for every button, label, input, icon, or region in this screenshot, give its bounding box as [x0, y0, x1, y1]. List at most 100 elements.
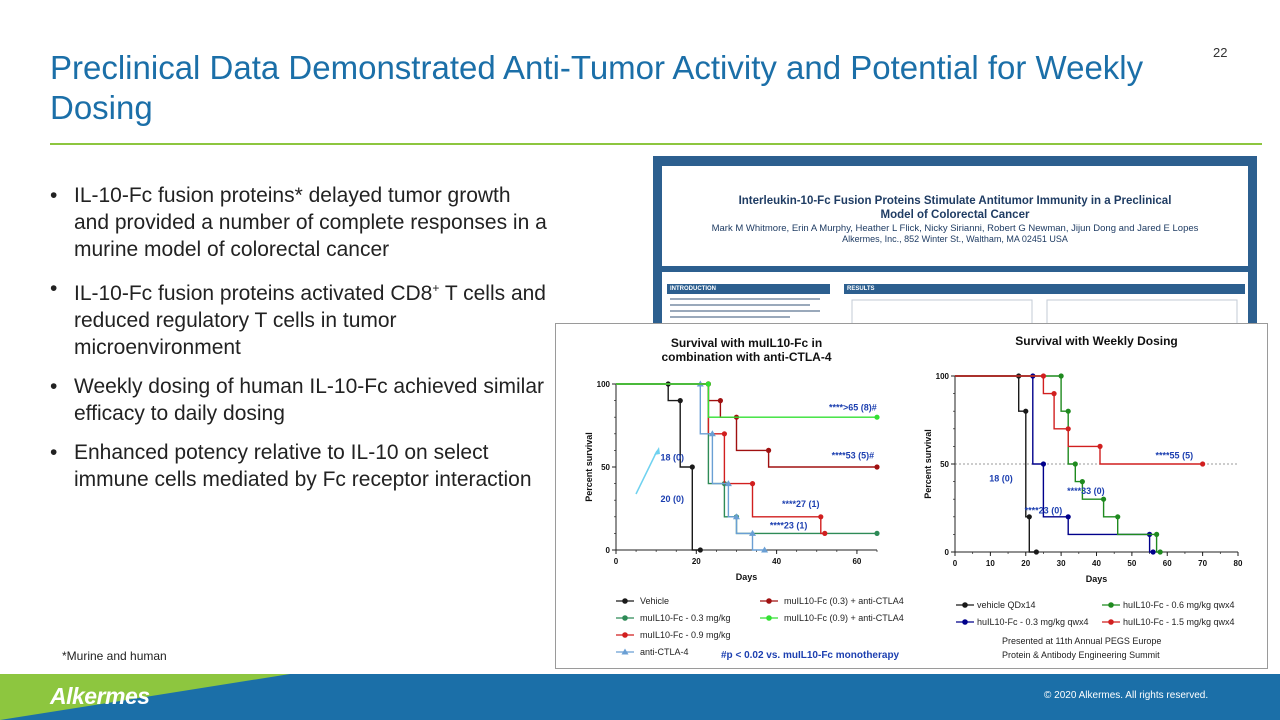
- footer-accent: [0, 674, 290, 720]
- bullet-item: Enhanced potency relative to IL-10 on se…: [48, 439, 548, 493]
- legend-item-hu15: huIL10-Fc - 1.5 mg/kg qwx4: [1102, 617, 1235, 627]
- series-point: [1023, 408, 1029, 414]
- series-point: [697, 547, 703, 553]
- series-point: [1200, 461, 1206, 467]
- series-point: [708, 430, 716, 437]
- series-point: [1040, 461, 1047, 467]
- y-tick-label: 50: [940, 460, 949, 469]
- legend-label: huIL10-Fc - 0.3 mg/kg qwx4: [977, 617, 1089, 627]
- series-point: [1072, 461, 1078, 467]
- poster-affiliation: Alkermes, Inc., 852 Winter St., Waltham,…: [842, 234, 1068, 244]
- survival-figure-panel: Survival with muIL10-Fc in combination wi…: [555, 323, 1268, 669]
- legend-item-hu06: huIL10-Fc - 0.6 mg/kg qwx4: [1102, 600, 1235, 610]
- annotation-label: ****53 (5)#: [832, 451, 875, 461]
- x-tick-label: 20: [1021, 559, 1030, 568]
- page-number: 22: [1213, 45, 1228, 60]
- annotation-arrowhead: [654, 447, 660, 455]
- series-point: [1040, 373, 1047, 379]
- slide-title: Preclinical Data Demonstrated Anti-Tumor…: [50, 49, 1144, 126]
- x-tick-label: 70: [1198, 559, 1207, 568]
- legend-label: huIL10-Fc - 0.6 mg/kg qwx4: [1123, 600, 1235, 610]
- annotation-arrow: [635, 450, 658, 495]
- series-line-2: [955, 375, 1161, 553]
- annotation-label: ****27 (1): [782, 499, 820, 509]
- y-tick-label: 100: [597, 380, 611, 389]
- poster-title: Interleukin-10-Fc Fusion Proteins Stimul…: [662, 194, 1248, 222]
- series-point: [1033, 549, 1039, 555]
- x-tick-label: 10: [986, 559, 995, 568]
- legend-left: Vehicle muIL10-Fc - 0.3 mg/kg muIL10-Fc …: [616, 596, 904, 657]
- legend-item-mu03: muIL10-Fc - 0.3 mg/kg: [616, 613, 731, 623]
- series-point: [689, 464, 695, 470]
- bullet-item: Weekly dosing of human IL-10-Fc achieved…: [48, 373, 548, 427]
- bullet-text: Weekly dosing of human IL-10-Fc achieved…: [74, 375, 544, 425]
- annotation-label: 20 (0): [660, 494, 684, 504]
- poster-page: Interleukin-10-Fc Fusion Proteins Stimul…: [662, 166, 1248, 326]
- bullet-list: IL-10-Fc fusion proteins* delayed tumor …: [48, 182, 548, 505]
- legend-item-vehicle: Vehicle: [616, 596, 669, 606]
- poster-section-intro: INTRODUCTION: [667, 284, 830, 294]
- series-point: [1115, 514, 1121, 520]
- series-point: [874, 530, 880, 536]
- chart-title: combination with anti-CTLA-4: [662, 350, 832, 364]
- annotation-label: ****33 (0): [1067, 486, 1105, 496]
- series-point: [1065, 426, 1071, 432]
- legend-label: huIL10-Fc - 1.5 mg/kg qwx4: [1123, 617, 1235, 627]
- x-tick-label: 60: [852, 557, 861, 566]
- legend-right: vehicle QDx14 huIL10-Fc - 0.3 mg/kg qwx4…: [956, 600, 1235, 627]
- series-point: [1100, 496, 1107, 502]
- series-point: [721, 431, 728, 437]
- superscript-plus: +: [432, 281, 440, 295]
- title-divider: [50, 143, 1262, 145]
- series-line-0: [616, 383, 701, 551]
- x-tick-label: 50: [1127, 559, 1136, 568]
- series-point: [1065, 514, 1071, 520]
- poster-title-line: Interleukin-10-Fc Fusion Proteins Stimul…: [738, 195, 1172, 207]
- x-tick-label: 0: [614, 557, 619, 566]
- legend-label: muIL10-Fc - 0.9 mg/kg: [640, 630, 731, 640]
- poster-authors: Mark M Whitmore, Erin A Murphy, Heather …: [711, 223, 1199, 234]
- series-point: [822, 530, 828, 536]
- series-point: [677, 398, 683, 404]
- poster-thumbnail: Interleukin-10-Fc Fusion Proteins Stimul…: [653, 156, 1257, 326]
- x-tick-label: 60: [1163, 559, 1172, 568]
- footnote: *Murine and human: [62, 649, 167, 663]
- legend-item-combo09: muIL10-Fc (0.9) + anti-CTLA4: [760, 613, 904, 623]
- y-axis-label: Percent survival: [923, 429, 933, 499]
- series-line-5: [616, 383, 877, 418]
- series-point: [761, 546, 769, 553]
- series-point: [749, 529, 757, 536]
- series-point: [724, 480, 732, 487]
- presented-line1: Presented at 11th Annual PEGS Europe: [1002, 636, 1161, 646]
- annotation-label: 18 (0): [989, 474, 1013, 484]
- presented-line2: Protein & Antibody Engineering Summit: [1002, 650, 1160, 660]
- poster-band: [662, 266, 1248, 272]
- legend-label: anti-CTLA-4: [640, 647, 689, 657]
- x-tick-label: 40: [772, 557, 781, 566]
- series-point: [765, 447, 772, 453]
- x-tick-label: 30: [1057, 559, 1066, 568]
- series-point: [1051, 391, 1057, 397]
- copyright: © 2020 Alkermes. All rights reserved.: [1044, 690, 1209, 701]
- legend-item-combo03: muIL10-Fc (0.3) + anti-CTLA4: [760, 596, 904, 606]
- y-tick-label: 0: [606, 546, 611, 555]
- series-line-3: [616, 383, 765, 551]
- poster-title-line: Model of Colorectal Cancer: [880, 209, 1030, 221]
- significance-note: #p < 0.02 vs. muIL10-Fc monotherapy: [721, 650, 900, 661]
- bullet-text: Enhanced potency relative to IL-10 on se…: [74, 441, 532, 491]
- x-tick-label: 20: [692, 557, 701, 566]
- series-point: [1026, 514, 1032, 520]
- series-point: [874, 414, 880, 420]
- series-point: [1058, 373, 1064, 379]
- legend-label: muIL10-Fc (0.3) + anti-CTLA4: [784, 596, 904, 606]
- chart-weekly: Survival with Weekly Dosing 0 50 100 0 10 20 30…: [923, 334, 1243, 584]
- legend-label: muIL10-Fc (0.9) + anti-CTLA4: [784, 613, 904, 623]
- legend-item-vehicle-qd: vehicle QDx14: [956, 600, 1036, 610]
- series-point: [717, 398, 723, 404]
- bullet-text: IL-10-Fc fusion proteins activated CD8: [74, 282, 433, 305]
- y-tick-label: 100: [936, 372, 950, 381]
- poster-body-sketch: [670, 298, 1238, 325]
- series-point: [1065, 408, 1071, 414]
